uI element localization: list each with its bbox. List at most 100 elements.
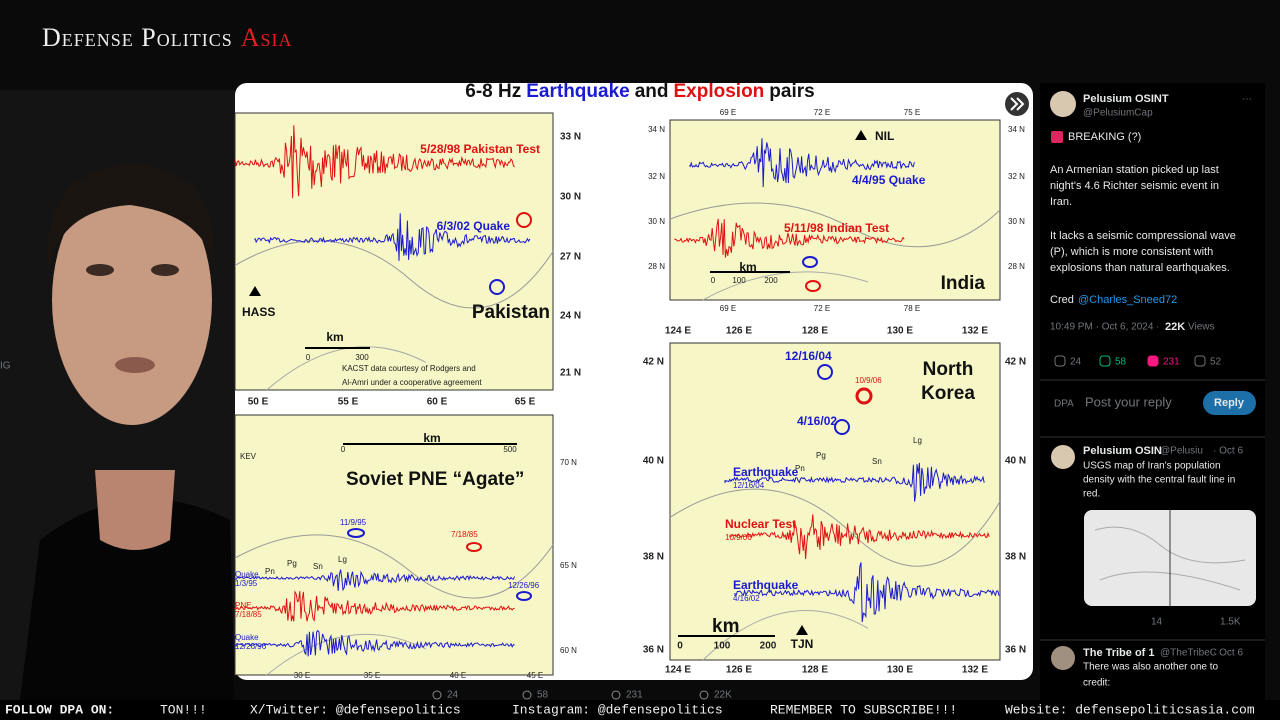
label: 21 N [560, 368, 581, 379]
event-marker [834, 419, 850, 435]
label: Al-Amri under a cooperative agreement [342, 378, 482, 387]
label: 28 N [648, 262, 665, 271]
event-marker [347, 528, 365, 538]
title-part: and [635, 81, 669, 102]
label: It lacks a seismic compressional wave [1050, 230, 1236, 242]
label: 24 [447, 690, 459, 701]
label: 11/9/95 [340, 518, 367, 527]
label: @TheTribeC [1160, 648, 1217, 659]
title-part: Earthquake [526, 81, 629, 102]
event-marker [855, 387, 873, 405]
label: 5/28/98 Pakistan Test [420, 142, 540, 156]
label: 1/3/95 [235, 579, 258, 588]
stat-icon [699, 690, 709, 700]
label: 14 [1151, 617, 1163, 628]
event-marker [516, 591, 532, 601]
label: 38 N [643, 552, 664, 563]
label: 0 [711, 276, 716, 285]
label: 130 E [887, 326, 913, 337]
ticker-item: REMEMBER TO SUBSCRIBE!!! [770, 702, 957, 717]
label: 38 N [1005, 552, 1026, 563]
tweet-stat: 24 [1070, 357, 1082, 368]
label: @Charles_Sneed72 [1078, 294, 1177, 306]
label: 50 E [248, 397, 269, 408]
label: 22K [714, 690, 732, 701]
label: · Oct 6 [1213, 446, 1243, 457]
label: 132 E [962, 326, 988, 337]
waveform [734, 562, 1000, 623]
label: Pn [265, 567, 275, 576]
tweet-stat: 52 [1210, 357, 1222, 368]
label: 4/16/02 [733, 594, 760, 603]
label: 132 E [962, 665, 988, 676]
reply-button[interactable] [1203, 391, 1256, 415]
label: 30 N [648, 217, 665, 226]
label: 7/18/85 [451, 530, 478, 539]
label: 12/26/96 [508, 581, 540, 590]
label: 100 [714, 641, 731, 652]
title-part: Explosion [674, 81, 765, 102]
figure-title: 6-8 Hz Earthquake and Explosion pairs [465, 81, 814, 102]
ticker-item: X/Twitter: @defensepolitics [250, 702, 461, 717]
label: Cred [1050, 294, 1074, 306]
label: 30 N [1008, 217, 1025, 226]
event-marker [466, 542, 482, 552]
label: 30 E [294, 671, 310, 680]
label: TJN [791, 637, 814, 651]
label: India [941, 273, 986, 294]
stat-icon [1099, 355, 1111, 367]
ticker-item: TON!!! [160, 702, 207, 717]
label: 6/3/02 Quake [437, 219, 511, 233]
label: DPA [1054, 399, 1074, 410]
alert-icon [1051, 131, 1063, 143]
label: Earthquake [733, 578, 799, 592]
label: Pelusium OSINT [1083, 93, 1169, 105]
label: 100 [732, 276, 746, 285]
waveform [234, 569, 516, 592]
label: Lg [913, 436, 922, 445]
brand-name: Defense Politics [42, 23, 233, 52]
reply-text: There was also another one to [1083, 662, 1219, 673]
waveform [234, 125, 515, 199]
expand-icon [1010, 97, 1025, 111]
label: KACST data courtesy of Rodgers and [342, 364, 476, 373]
presenter [0, 90, 235, 700]
label: ··· [1242, 94, 1252, 105]
ticker-item: Instagram: @defensepolitics [512, 702, 723, 717]
label: explosions than natural earthquakes. [1050, 262, 1230, 274]
waveform [724, 462, 985, 502]
label: 70 N [560, 458, 577, 467]
label: Lg [338, 555, 347, 564]
waveform [689, 138, 915, 188]
label: Sn [872, 457, 882, 466]
reply-button-label: Reply [1214, 397, 1245, 409]
label: An Armenian station picked up last [1050, 164, 1219, 176]
label: 55 E [338, 397, 359, 408]
label: · Oct 6 [1213, 648, 1243, 659]
label: 42 N [1005, 357, 1026, 368]
label: 32 N [1008, 172, 1025, 181]
label: km [326, 330, 343, 344]
label: North [923, 359, 974, 380]
label: KEV [240, 452, 257, 461]
label: 10/9/06 [855, 376, 882, 385]
label: 10/9/06 [725, 533, 752, 542]
label: 69 E [720, 304, 736, 313]
waveform [729, 514, 990, 560]
label: 30 N [560, 192, 581, 203]
label: 75 E [904, 108, 920, 117]
title-part: pairs [769, 81, 814, 102]
label: 45 E [527, 671, 543, 680]
map-outline [234, 534, 554, 599]
reply-text: USGS map of Iran's population [1083, 461, 1221, 472]
map-outline [669, 488, 1001, 567]
label: 40 N [1005, 456, 1026, 467]
reply-input[interactable]: Post your reply [1085, 394, 1172, 409]
label: km [712, 616, 739, 637]
ticker-item: FOLLOW DPA ON: [5, 702, 114, 717]
stat-icon [522, 690, 532, 700]
label: 60 E [427, 397, 448, 408]
label: Iran. [1050, 196, 1072, 208]
label: 10:49 PM · Oct 6, 2024 · [1050, 322, 1160, 333]
label: 130 E [887, 665, 913, 676]
